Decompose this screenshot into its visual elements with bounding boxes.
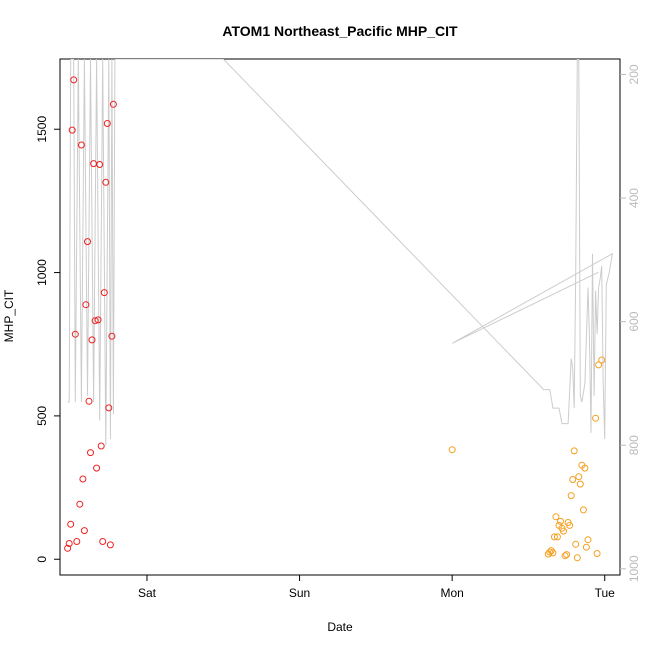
y-right-tick-label: 200 <box>627 64 641 84</box>
y-tick-label: 1000 <box>35 259 49 286</box>
orange-point <box>561 552 569 560</box>
chart-title: ATOM1 Northeast_Pacific MHP_CIT <box>222 23 458 39</box>
y-right-tick-label: 400 <box>627 188 641 208</box>
orange-point <box>566 521 574 529</box>
red-point <box>67 520 75 528</box>
red-point <box>97 442 105 450</box>
red-point <box>64 544 72 552</box>
red-point <box>109 100 117 108</box>
plot-frame <box>59 58 621 576</box>
x-tick-label: Sat <box>138 586 157 600</box>
y-axis: 0 500 1000 1500 <box>35 116 60 563</box>
red-point <box>87 449 94 457</box>
orange-point <box>570 447 578 455</box>
plot-area <box>59 58 621 576</box>
red-point <box>77 141 85 149</box>
orange-point <box>598 356 606 364</box>
red-point <box>106 541 114 549</box>
red-point <box>80 527 88 535</box>
points-layer <box>64 76 606 562</box>
x-tick-label: Mon <box>440 586 463 600</box>
red-point <box>105 404 113 412</box>
y-right-tick-label: 600 <box>627 311 641 331</box>
orange-point <box>553 533 561 541</box>
red-point <box>68 126 76 134</box>
y-tick-label: 500 <box>35 406 49 426</box>
red-point <box>76 500 84 508</box>
y-tick-label: 1500 <box>35 116 49 143</box>
red-point <box>82 301 90 309</box>
red-point <box>91 317 99 325</box>
red-point <box>96 161 104 168</box>
red-point <box>99 538 107 545</box>
red-point <box>65 540 73 547</box>
x-tick-label: Tue <box>595 586 616 600</box>
orange-point <box>582 543 590 551</box>
red-point <box>94 316 102 324</box>
orange-point <box>579 506 587 514</box>
red-point <box>93 464 101 472</box>
red-point <box>70 76 78 84</box>
orange-point <box>569 476 577 483</box>
orange-point <box>575 473 583 481</box>
x-axis: Sat Sun Mon Tue <box>138 575 615 600</box>
red-point <box>71 330 79 338</box>
orange-point <box>584 536 592 544</box>
red-point <box>100 289 108 297</box>
orange-point <box>552 513 560 521</box>
orange-point <box>567 492 575 500</box>
orange-point <box>549 549 557 557</box>
orange-point <box>576 480 584 488</box>
y-axis-label: MHP_CIT <box>2 289 16 342</box>
red-point <box>84 238 91 246</box>
x-tick-label: Sun <box>289 586 310 600</box>
orange-point <box>592 414 600 422</box>
red-point <box>102 178 110 186</box>
gray-series-line <box>67 59 614 446</box>
orange-point <box>448 446 456 454</box>
red-point <box>88 336 96 344</box>
y-tick-label: 0 <box>35 556 49 563</box>
orange-point <box>563 551 571 559</box>
orange-point <box>546 548 554 556</box>
y-axis-right: 200 400 600 800 1000 <box>620 64 641 582</box>
red-point <box>73 538 81 545</box>
orange-point <box>593 550 601 557</box>
orange-point <box>550 533 558 541</box>
red-point <box>79 475 87 483</box>
orange-point <box>560 527 567 535</box>
orange-point <box>581 464 589 472</box>
gray-line-layer <box>67 59 614 446</box>
orange-point <box>572 540 580 548</box>
orange-point <box>557 517 564 525</box>
orange-point <box>595 361 603 369</box>
y-right-tick-label: 1000 <box>627 555 641 582</box>
red-point <box>108 332 116 340</box>
red-point <box>85 397 93 405</box>
x-axis-label: Date <box>327 620 353 634</box>
y-right-tick-label: 800 <box>627 435 641 455</box>
red-point <box>103 120 111 127</box>
orange-point <box>573 554 581 562</box>
